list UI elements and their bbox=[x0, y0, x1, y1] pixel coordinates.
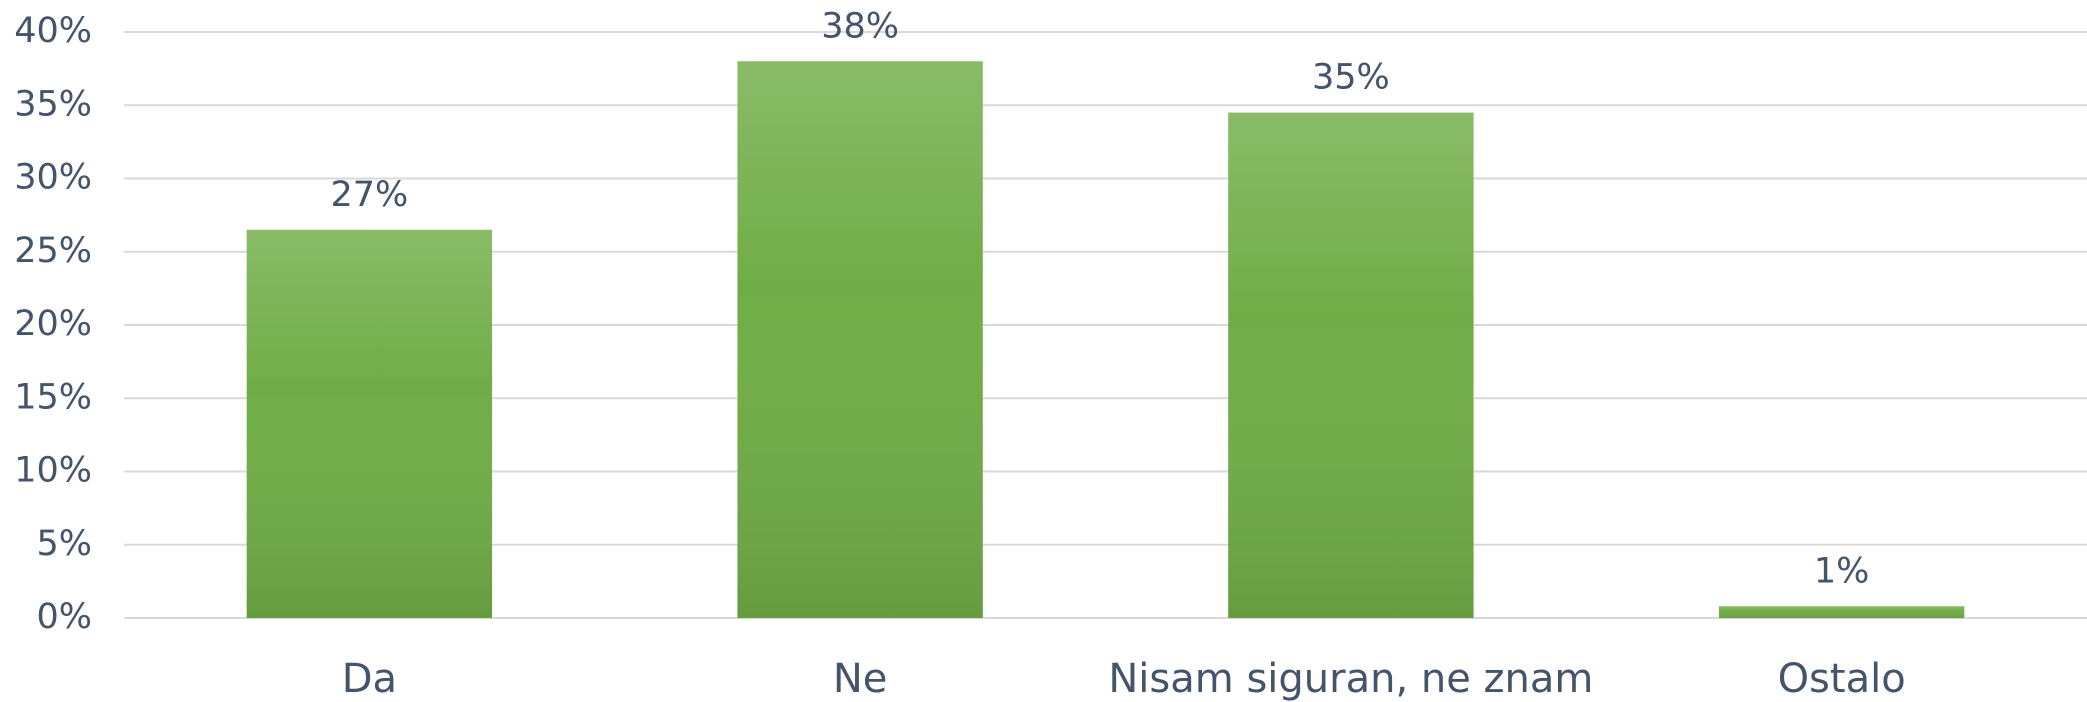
x-tick-label: Ne bbox=[833, 656, 888, 702]
value-label: 35% bbox=[1312, 58, 1390, 98]
x-tick-label: Ostalo bbox=[1778, 656, 1906, 702]
y-tick-label: 30% bbox=[14, 158, 92, 198]
y-tick-label: 5% bbox=[36, 524, 92, 564]
x-tick-label: Nisam siguran, ne znam bbox=[1108, 656, 1593, 702]
x-tick-label: Da bbox=[342, 656, 397, 702]
y-tick-label: 10% bbox=[14, 451, 92, 491]
bar-shade bbox=[246, 229, 493, 618]
y-tick-label: 35% bbox=[14, 84, 92, 124]
y-tick-label: 40% bbox=[14, 11, 92, 51]
value-label: 1% bbox=[1814, 551, 1870, 591]
y-tick-label: 0% bbox=[36, 597, 92, 637]
bar-shade bbox=[1718, 606, 1965, 618]
value-label: 27% bbox=[330, 175, 408, 215]
bar-shade bbox=[1228, 112, 1474, 618]
value-label: 38% bbox=[821, 6, 899, 46]
y-tick-label: 15% bbox=[14, 377, 92, 417]
y-tick-label: 25% bbox=[14, 231, 92, 271]
bar-shade bbox=[737, 61, 983, 619]
y-tick-label: 20% bbox=[14, 304, 92, 344]
